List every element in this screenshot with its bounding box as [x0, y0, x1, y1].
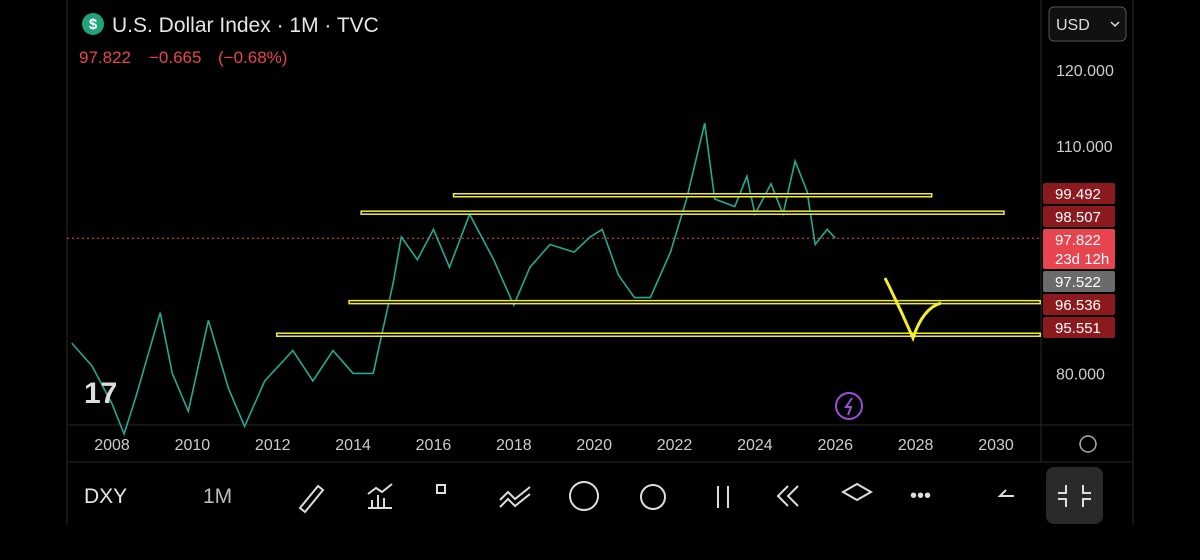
x-tick-label: 2022 [657, 437, 693, 454]
price-tag-label: 97.522 [1055, 274, 1101, 291]
x-tick-label: 2024 [737, 437, 773, 454]
countdown: 23d 12h [1055, 251, 1109, 268]
currency: USD [1056, 17, 1090, 34]
horizontal-line [275, 332, 1041, 337]
chart-type[interactable] [717, 486, 729, 508]
indicators[interactable] [367, 483, 393, 509]
y-tick-label: 120.000 [1056, 63, 1114, 80]
x-tick-label: 2012 [255, 437, 291, 454]
price-tag [1043, 183, 1115, 204]
price-tag [1043, 206, 1115, 227]
horizontal-line [348, 299, 1041, 305]
price-line [71, 123, 836, 437]
price-tag [1043, 229, 1115, 269]
objects[interactable] [840, 482, 874, 502]
x-tick-label: 2028 [898, 437, 934, 454]
change: −0.665 [149, 48, 201, 67]
price-tag [1043, 317, 1115, 338]
horizontal-line [452, 193, 933, 198]
plot: 2008 2010 2012 2014 2016 2018 2020 2022 2024 2026… [67, 63, 1114, 454]
layouts[interactable] [436, 484, 446, 494]
dropdown-arrow [1110, 21, 1120, 28]
price-tag-label: 99.492 [1055, 186, 1101, 203]
x-tick-label: 2010 [175, 437, 211, 454]
change-pct: (−0.68%) [218, 48, 287, 67]
settings-icon[interactable] [1079, 435, 1097, 453]
price-tag-label: 97.822 [1055, 232, 1101, 249]
price: 97.822 [79, 48, 131, 67]
x-tick-label: 2014 [335, 437, 371, 454]
x-tick-label: 2020 [576, 437, 612, 454]
tv-logo: 17 [84, 377, 117, 410]
x-tick-label: 2008 [94, 437, 130, 454]
price-tag-label: 98.507 [1055, 209, 1101, 226]
y-tick-label: 110.000 [1056, 139, 1113, 156]
interval[interactable]: 1M [203, 485, 232, 508]
price-tag [1043, 271, 1115, 292]
compare[interactable] [499, 486, 531, 508]
price-tag-label: 96.536 [1055, 297, 1101, 314]
price-tag-label: 95.551 [1055, 320, 1101, 337]
x-tick-label: 2026 [817, 437, 853, 454]
symbol-icon [82, 13, 104, 35]
price-tag [1043, 294, 1115, 315]
fullscreen-glyph [1058, 485, 1091, 507]
title: U.S. Dollar Index · 1M · TVC [112, 14, 379, 37]
currency-select[interactable] [1048, 6, 1127, 42]
x-tick-label: 2030 [978, 437, 1014, 454]
alert[interactable] [640, 484, 666, 510]
y-tick-label: 80.000 [1056, 366, 1105, 383]
add[interactable] [569, 481, 599, 511]
more[interactable]: ••• [910, 485, 931, 507]
x-tick-label: 2018 [496, 437, 532, 454]
symbol[interactable]: DXY [84, 485, 127, 508]
horizontal-line [360, 210, 1005, 215]
hand-arrow [883, 277, 942, 343]
lightning-glyph [844, 397, 853, 416]
undo[interactable] [997, 489, 1014, 497]
replay[interactable] [776, 485, 799, 507]
x-tick-label: 2016 [416, 437, 452, 454]
draw-tool[interactable] [298, 484, 325, 514]
icon-glyph: $ [89, 16, 98, 33]
fullscreen[interactable] [1046, 467, 1103, 524]
lightning-icon[interactable] [835, 392, 863, 420]
